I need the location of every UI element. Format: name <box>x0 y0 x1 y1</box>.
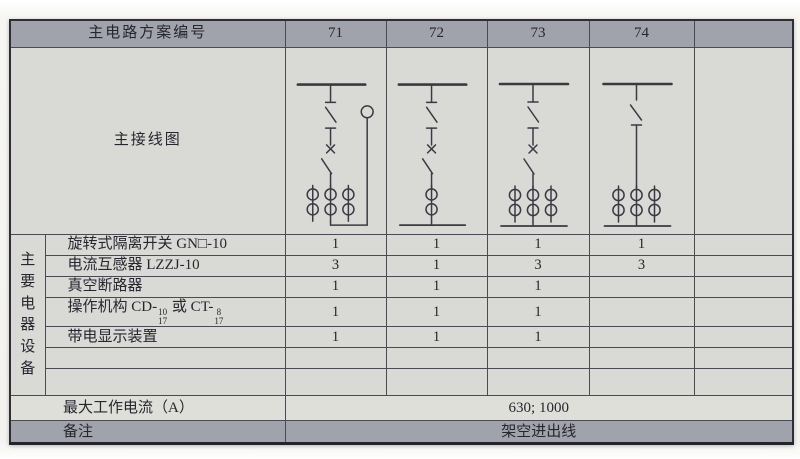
quantity-cell <box>693 326 794 349</box>
footer-value-cell: 架空进出线 <box>284 420 794 445</box>
quantity-cell: 1 <box>385 326 488 349</box>
quantity-cell <box>693 275 794 298</box>
equipment-name-cell: 操作机构 CD- 10 17 或 CT- 8 17 <box>44 296 286 328</box>
quantity-cell: 3 <box>588 254 695 277</box>
quantity-cell <box>693 368 794 397</box>
equipment-row: 带电显示装置 1 1 1 <box>10 326 794 349</box>
wiring-diagram-cell-empty <box>693 46 794 235</box>
quantity-cell <box>588 326 695 349</box>
quantity-cell: 1 <box>486 233 590 256</box>
equipment-name-cell: 电流互感器 LZZJ-10 <box>44 254 286 277</box>
equipment-name-cell <box>44 347 286 370</box>
remarks-row: 备注 架空进出线 <box>9 420 794 445</box>
equipment-section: 主要电器设备旋转式隔离开关 GN□-10 1 1 1 1 电流互感器 LZZJ-10 3 1 3… <box>9 233 794 397</box>
quantity-cell: 3 <box>486 254 590 277</box>
stacked-fraction: 10 17 <box>158 306 168 326</box>
quantity-cell <box>693 233 794 256</box>
quantity-cell: 1 <box>486 296 590 328</box>
wiring-diagram-scheme-73 <box>486 46 590 235</box>
quantity-cell: 1 <box>385 296 488 328</box>
quantity-cell <box>693 254 794 277</box>
header-cell-scheme-72: 72 <box>385 19 488 48</box>
quantity-cell: 1 <box>284 233 387 256</box>
header-title-cell: 主电路方案编号 <box>9 19 286 48</box>
quantity-cell <box>588 275 695 298</box>
header-cell-scheme-73: 73 <box>486 19 590 48</box>
main-circuit-scheme-table: 主电路方案编号 71 72 73 74 主接线图 主要电器设备旋转式隔离开关 GN□-… <box>9 19 795 446</box>
quantity-cell <box>284 368 387 397</box>
quantity-cell <box>588 296 695 328</box>
quantity-cell: 1 <box>284 275 387 298</box>
quantity-cell <box>588 347 695 370</box>
diagram-row: 主接线图 <box>9 46 794 235</box>
header-cell-scheme-empty <box>693 19 794 48</box>
equipment-name-cell: 旋转式隔离开关 GN□-10 <box>44 233 286 256</box>
equipment-row: 操作机构 CD- 10 17 或 CT- 8 17 1 1 1 <box>10 296 794 328</box>
quantity-cell <box>486 347 590 370</box>
equipment-name-cell: 真空断路器 <box>44 275 286 298</box>
equipment-row: 电流互感器 LZZJ-10 3 1 3 3 <box>10 254 794 277</box>
max-current-row: 最大工作电流（A） 630; 1000 <box>9 395 794 422</box>
diagram-row-label: 主接线图 <box>9 46 286 235</box>
quantity-cell <box>693 296 794 328</box>
equipment-name-cell <box>44 368 286 397</box>
quantity-cell: 1 <box>588 233 695 256</box>
footer-label-cell: 备注 <box>9 420 286 445</box>
header-cell-scheme-71: 71 <box>284 19 387 48</box>
quantity-cell: 1 <box>486 326 590 349</box>
quantity-cell <box>385 347 488 370</box>
stacked-fraction: 8 17 <box>214 306 224 326</box>
quantity-cell <box>284 347 387 370</box>
footer-label-cell: 最大工作电流（A） <box>9 395 286 422</box>
quantity-cell: 1 <box>284 296 387 328</box>
wiring-diagram-scheme-74 <box>588 46 695 235</box>
quantity-cell: 3 <box>284 254 387 277</box>
equipment-row: 真空断路器 1 1 1 <box>10 275 794 298</box>
footer-value-cell: 630; 1000 <box>284 395 794 422</box>
header-cell-scheme-74: 74 <box>588 19 695 48</box>
quantity-cell <box>588 368 695 397</box>
section-label-main-equipment: 主要电器设备 <box>9 233 46 397</box>
quantity-cell <box>693 347 794 370</box>
equipment-name-cell: 带电显示装置 <box>44 326 286 349</box>
equipment-row-empty <box>10 347 794 370</box>
header-row: 主电路方案编号 71 72 73 74 <box>9 19 794 48</box>
quantity-cell: 1 <box>486 275 590 298</box>
wiring-diagram-scheme-71 <box>284 46 387 235</box>
quantity-cell: 1 <box>385 254 488 277</box>
quantity-cell <box>385 368 488 397</box>
wiring-diagram-scheme-72 <box>385 46 488 235</box>
quantity-cell: 1 <box>385 233 488 256</box>
section-label-text: 主要电器设备 <box>20 252 36 377</box>
quantity-cell <box>486 368 590 397</box>
quantity-cell: 1 <box>385 275 488 298</box>
footer-section: 最大工作电流（A） 630; 1000 备注 架空进出线 <box>9 395 794 445</box>
quantity-cell: 1 <box>284 326 387 349</box>
equipment-row-empty <box>10 368 794 397</box>
equipment-row: 主要电器设备旋转式隔离开关 GN□-10 1 1 1 1 <box>9 233 794 397</box>
